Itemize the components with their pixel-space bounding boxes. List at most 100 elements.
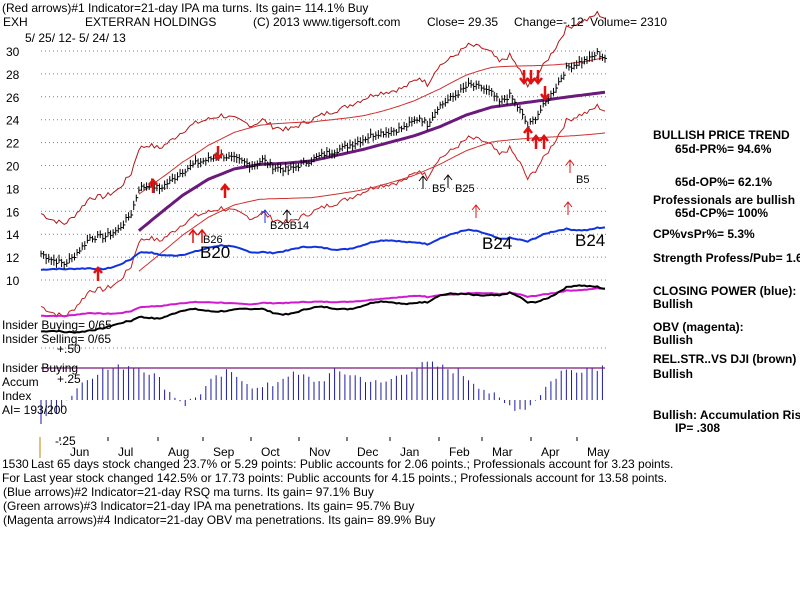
x-tick-mar: Mar — [492, 445, 513, 459]
strength: Strength Profess/Pub= 1.6 — [653, 251, 800, 265]
signal-arrows — [93, 70, 575, 281]
footer-line1: Last 65 days stock changed 23.7% or 5.29… — [31, 457, 673, 471]
y-tick-10: 10 — [6, 274, 20, 288]
red-up-arrow-7-head — [531, 133, 541, 142]
ai-value: AI= 193/200 — [2, 403, 67, 417]
upper-band-inner — [138, 57, 606, 195]
x-tick-feb: Feb — [449, 445, 470, 459]
annot-b24-mar: B24 — [482, 234, 512, 253]
red-up-arrow-2-head — [148, 177, 158, 186]
accum-label: Accum — [2, 375, 39, 389]
lower-band-outer — [40, 103, 606, 318]
y-tick-20: 20 — [6, 160, 20, 174]
y-tick-22: 22 — [6, 137, 20, 151]
red-thin-arrow-3-head — [565, 159, 575, 166]
closing-power-line — [40, 226, 606, 271]
red-thin-arrow-1-head — [471, 204, 481, 211]
x-tick-jul: Jul — [118, 445, 133, 459]
y-tick-14: 14 — [6, 228, 20, 242]
footer-line3: (Blue arrows)#2 Indicator=21-day RSQ ma … — [3, 485, 374, 499]
footer-line5: (Magenta arrows)#4 Indicator=21-day OBV … — [3, 513, 435, 527]
x-tick-may: May — [587, 445, 610, 459]
y-tick-16: 16 — [6, 205, 20, 219]
relstr-title: REL.STR..VS DJI (brown) — [653, 352, 796, 366]
red-up-arrow-4-head — [188, 228, 198, 236]
header-line1: (Red arrows)#1 Indicator=21-day IPA ma t… — [2, 1, 368, 15]
x-tick-apr: Apr — [541, 445, 560, 459]
annot-b26b14: B26B14 — [270, 220, 309, 232]
upper-band-outer — [40, 10, 606, 225]
black-up-arrow-2-head — [418, 175, 428, 182]
pros-bullish: Professionals are bullish — [653, 193, 795, 207]
red-thin-arrow-2-head — [563, 201, 573, 208]
y-tick-18: 18 — [6, 182, 20, 196]
obv-title: OBV (magenta): — [653, 320, 744, 334]
red-up-arrow-1-head — [93, 265, 103, 274]
plus-50-label: +.50 — [57, 342, 81, 356]
footer-code: 1530 — [2, 457, 29, 471]
x-tick-jan: Jan — [400, 445, 419, 459]
ip-value: IP= .308 — [675, 421, 720, 435]
insider-buying-2: Insider Buying — [2, 361, 78, 375]
cp-verdict: Bullish — [653, 297, 693, 311]
ticker: EXH — [3, 15, 28, 29]
y-tick-26: 26 — [6, 91, 20, 105]
x-tick-nov: Nov — [309, 445, 330, 459]
annot-b25: B25 — [455, 183, 475, 195]
red-up-arrow-5-head — [197, 228, 207, 236]
accum-verdict: Bullish: Accumulation Rising — [653, 408, 800, 422]
footer-line2: For Last year stock changed 142.5% or 17… — [2, 471, 667, 485]
annot-b26: B26 — [203, 234, 223, 246]
red-up-arrow-8-head — [539, 133, 549, 142]
x-tick-oct: Oct — [261, 445, 280, 459]
black-up-arrow-1-head — [282, 209, 292, 216]
relstr-verdict: Bullish — [653, 367, 693, 381]
minus-25-label: -.25 — [55, 434, 76, 448]
annot-b24-may: B24 — [575, 231, 605, 250]
plus-25-label: +.25 — [57, 372, 81, 386]
ma21-line — [137, 90, 606, 232]
x-tick-jun: Jun — [70, 445, 89, 459]
volume: Volume= 2310 — [590, 15, 667, 29]
red-up-arrow-6-head — [523, 125, 533, 134]
op-value: 65d-OP%= 62.1% — [675, 175, 772, 189]
red-down-arrow-5-head — [540, 93, 550, 102]
x-tick-labels: Jun Jul Aug Sep Oct Nov Dec Jan Feb Mar Apr May — [39, 437, 610, 459]
red-down-arrow-3-head — [526, 77, 536, 86]
red-down-arrow-1-head — [213, 153, 223, 162]
insider-selling: Insider Selling= 0/65 — [2, 332, 111, 346]
x-tick-aug: Aug — [168, 445, 189, 459]
annot-b5-feb: B5 — [432, 183, 445, 195]
date-range: 5/ 25/ 12- 5/ 24/ 13 — [25, 31, 126, 45]
index-label: Index — [2, 389, 31, 403]
annot-b5-apr: B5 — [576, 174, 589, 186]
red-up-arrow-3-head — [220, 182, 230, 191]
price-change: Change=-.12 — [514, 15, 584, 29]
red-down-arrow-2-head — [519, 77, 529, 86]
price-bars — [40, 48, 607, 270]
relstr-line — [40, 284, 606, 334]
copyright: (C) 2013 www.tigersoft.com — [253, 15, 400, 29]
accum-index-bars — [40, 361, 605, 425]
insider-buying: Insider Buying= 0/65 — [2, 318, 112, 332]
indicator-lines — [40, 10, 606, 334]
cp-title: CLOSING POWER (blue): — [653, 284, 796, 298]
y-tick-labels: 10 12 14 16 18 20 22 24 26 28 30 — [6, 45, 20, 288]
black-up-arrow-3-head — [443, 174, 453, 181]
x-tick-sep: Sep — [213, 445, 235, 459]
annot-b20: B20 — [200, 243, 230, 262]
y-tick-24: 24 — [6, 114, 20, 128]
y-tick-12: 12 — [6, 251, 20, 265]
company-name: EXTERRAN HOLDINGS — [85, 15, 216, 29]
trend-title: BULLISH PRICE TREND — [653, 128, 790, 142]
y-tick-30: 30 — [6, 45, 20, 59]
cp-vs-pr: CP%vsPr%= 5.3% — [653, 227, 755, 241]
obv-verdict: Bullish — [653, 333, 693, 347]
blue-up-arrow-1-head — [260, 209, 270, 216]
cp-value: 65d-CP%= 100% — [675, 206, 768, 220]
footer-line4: (Green arrows)#3 Indicator=21-day IPA ma… — [3, 499, 414, 513]
x-tick-dec: Dec — [357, 445, 378, 459]
y-tick-28: 28 — [6, 68, 20, 82]
close-price: Close= 29.35 — [427, 15, 498, 29]
